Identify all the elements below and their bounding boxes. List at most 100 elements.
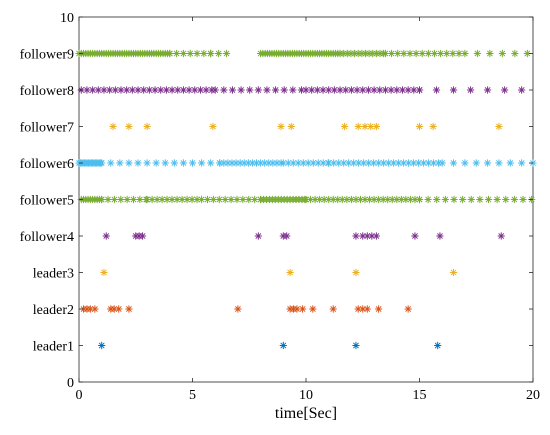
data-point (136, 195, 144, 204)
data-point (347, 86, 356, 94)
data-point (188, 159, 197, 167)
x-axis-label: time[Sec] (275, 405, 337, 422)
x-tick-label: 20 (526, 388, 540, 403)
data-point (404, 86, 412, 94)
data-point (315, 195, 324, 204)
data-point (449, 86, 458, 94)
data-point (339, 159, 348, 167)
data-point (418, 49, 426, 58)
data-point (287, 122, 295, 131)
data-point (283, 232, 291, 240)
data-point (458, 195, 467, 204)
data-point (411, 232, 419, 240)
y-tick-label: follower8 (20, 84, 74, 99)
data-point (206, 49, 215, 58)
y-tick-label: 10 (60, 11, 74, 26)
data-point (483, 159, 492, 167)
data-point (511, 49, 519, 58)
data-point (232, 159, 240, 167)
data-point (466, 86, 475, 94)
data-point (250, 195, 259, 204)
data-point (104, 195, 112, 204)
data-point (519, 195, 527, 204)
data-point (161, 159, 169, 167)
data-point (98, 195, 106, 204)
y-tick-label: follower6 (20, 157, 74, 172)
data-point (517, 159, 526, 167)
data-point (436, 49, 445, 58)
data-point (430, 49, 439, 58)
data-point (279, 341, 287, 350)
data-point (228, 86, 237, 94)
data-point (122, 86, 131, 94)
data-point (211, 86, 219, 94)
data-point (495, 159, 503, 167)
data-point (517, 86, 526, 94)
data-point (506, 159, 514, 167)
y-tick-label: follower4 (20, 230, 74, 245)
data-point (433, 341, 442, 350)
y-tick-label: 0 (67, 376, 74, 391)
data-point (338, 195, 347, 204)
data-point (98, 159, 106, 167)
data-point (172, 49, 181, 58)
y-axis-ticks: 0 leader1 leader2 leader3 follower4 follower5… (20, 11, 533, 391)
data-point (254, 86, 263, 94)
data-point (467, 195, 475, 204)
data-point (329, 305, 337, 313)
data-point (306, 195, 315, 204)
data-point (461, 159, 469, 167)
data-point (202, 86, 210, 94)
data-point (143, 159, 151, 167)
data-point (111, 86, 120, 94)
data-point (309, 305, 317, 313)
data-point (406, 49, 414, 58)
data-point (388, 195, 396, 204)
x-tick-label: 15 (413, 388, 427, 403)
data-point (298, 305, 307, 313)
data-point (450, 195, 458, 204)
data-point (449, 159, 458, 167)
data-point (193, 49, 201, 58)
data-point (334, 159, 343, 167)
data-point (372, 232, 381, 240)
data-point (352, 232, 360, 240)
data-point (280, 86, 288, 94)
data-point (429, 122, 437, 131)
data-point (415, 195, 424, 204)
data-point (168, 86, 176, 94)
data-point (352, 341, 360, 350)
data-point (384, 195, 392, 204)
data-point (361, 122, 369, 131)
data-point (233, 195, 241, 204)
data-point (476, 195, 484, 204)
data-point (483, 86, 492, 94)
data-point (500, 86, 509, 94)
data-point (394, 159, 403, 167)
data-point (203, 195, 212, 204)
data-point (389, 159, 398, 167)
data-point (404, 305, 412, 313)
data-point (209, 195, 218, 204)
data-point (191, 86, 199, 94)
data-point (433, 195, 441, 204)
data-point (102, 232, 110, 240)
data-point (170, 159, 179, 167)
data-point (193, 195, 201, 204)
data-point (227, 195, 235, 204)
data-point (166, 49, 174, 58)
data-point (222, 49, 231, 58)
data-point (449, 49, 457, 58)
data-point (510, 195, 519, 204)
data-point (336, 86, 344, 94)
data-point (461, 49, 469, 58)
data-point (220, 86, 228, 94)
data-point (110, 195, 119, 204)
data-point (214, 49, 223, 58)
data-point (443, 49, 451, 58)
data-point (252, 159, 261, 167)
data-point (364, 159, 373, 167)
data-point (215, 195, 223, 204)
data-point (372, 122, 381, 131)
data-point (359, 232, 367, 240)
